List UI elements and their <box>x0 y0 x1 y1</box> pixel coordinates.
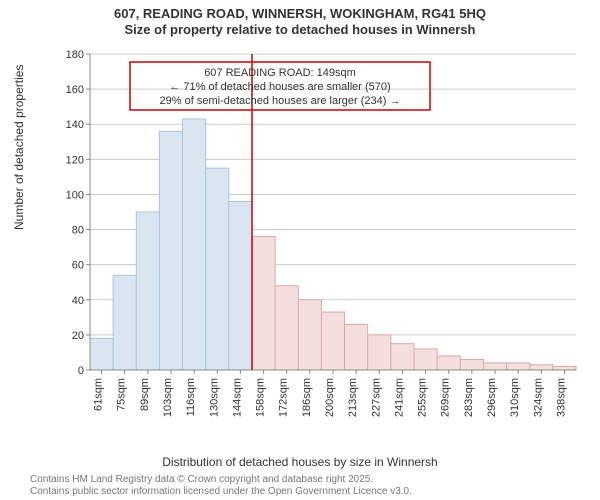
x-tick-label: 158sqm <box>255 378 267 417</box>
histogram-bar <box>229 201 252 370</box>
histogram-bar <box>321 312 344 370</box>
x-tick-label: 296sqm <box>486 378 498 417</box>
x-tick-label: 227sqm <box>370 378 382 417</box>
histogram-bar <box>298 300 321 370</box>
histogram-bar <box>345 324 368 370</box>
x-tick-label: 283sqm <box>463 378 475 417</box>
y-tick-label: 100 <box>66 189 84 201</box>
x-tick-label: 200sqm <box>324 378 336 417</box>
x-tick-label: 338sqm <box>555 378 567 417</box>
histogram-bar <box>90 338 113 370</box>
histogram-bar <box>507 363 530 370</box>
y-tick-label: 40 <box>72 295 84 307</box>
histogram-bar <box>437 356 460 370</box>
footer-line-2: Contains public sector information licen… <box>30 486 412 498</box>
histogram-bar <box>391 344 414 370</box>
footer-line-1: Contains HM Land Registry data © Crown c… <box>30 474 412 486</box>
chart-title-block: 607, READING ROAD, WINNERSH, WOKINGHAM, … <box>0 0 600 39</box>
annotation-line-1: 607 READING ROAD: 149sqm <box>204 67 356 79</box>
histogram-bar <box>159 131 182 370</box>
y-tick-label: 180 <box>66 50 84 61</box>
x-tick-label: 61sqm <box>93 378 105 411</box>
x-tick-label: 269sqm <box>440 378 452 417</box>
y-axis-label: Number of detached properties <box>12 65 26 230</box>
x-tick-label: 103sqm <box>162 378 174 417</box>
y-tick-label: 20 <box>72 330 84 342</box>
x-tick-label: 116sqm <box>185 378 197 416</box>
chart-plot-area: 0 20 40 60 80 100 120 140 160 180 61sqm 75sqm 89sqm 1… <box>60 50 580 420</box>
x-tick-label: 213sqm <box>347 378 359 417</box>
histogram-bar <box>136 212 159 370</box>
x-tick-label: 172sqm <box>278 378 290 417</box>
x-tick-label: 255sqm <box>417 378 429 417</box>
histogram-svg: 0 20 40 60 80 100 120 140 160 180 61sqm 75sqm 89sqm 1… <box>60 50 580 420</box>
y-tick-label: 120 <box>66 154 84 166</box>
x-tick-label: 144sqm <box>231 378 243 417</box>
histogram-bar <box>460 359 483 370</box>
y-tick-label: 60 <box>72 260 84 272</box>
annotation-line-2: ← 71% of detached houses are smaller (57… <box>169 81 390 93</box>
histogram-bar <box>252 237 275 370</box>
attribution-footer: Contains HM Land Registry data © Crown c… <box>30 474 412 498</box>
title-line-1: 607, READING ROAD, WINNERSH, WOKINGHAM, … <box>0 6 600 22</box>
histogram-bar <box>414 349 437 370</box>
histogram-bar <box>275 286 298 370</box>
y-tick-label: 80 <box>72 225 84 237</box>
histogram-bar <box>483 363 506 370</box>
histogram-bar <box>206 168 229 370</box>
annotation-line-3: 29% of semi-detached houses are larger (… <box>160 95 401 107</box>
y-tick-label: 0 <box>78 365 84 377</box>
x-tick-label: 75sqm <box>116 378 128 411</box>
y-tick-label: 160 <box>66 84 84 96</box>
x-tick-label: 310sqm <box>509 378 521 417</box>
histogram-bar <box>530 365 553 370</box>
title-line-2: Size of property relative to detached ho… <box>0 22 600 38</box>
x-tick-label: 241sqm <box>393 378 405 417</box>
y-tick-label: 140 <box>66 119 84 131</box>
histogram-bar <box>368 335 391 370</box>
histogram-bar <box>183 119 206 370</box>
x-tick-label: 186sqm <box>301 378 313 417</box>
histogram-bar <box>113 275 136 370</box>
x-tick-label: 89sqm <box>139 378 151 411</box>
x-tick-label: 130sqm <box>208 378 220 417</box>
x-tick-label: 324sqm <box>532 378 544 417</box>
x-axis-label: Distribution of detached houses by size … <box>0 455 600 469</box>
histogram-bar <box>553 366 576 370</box>
